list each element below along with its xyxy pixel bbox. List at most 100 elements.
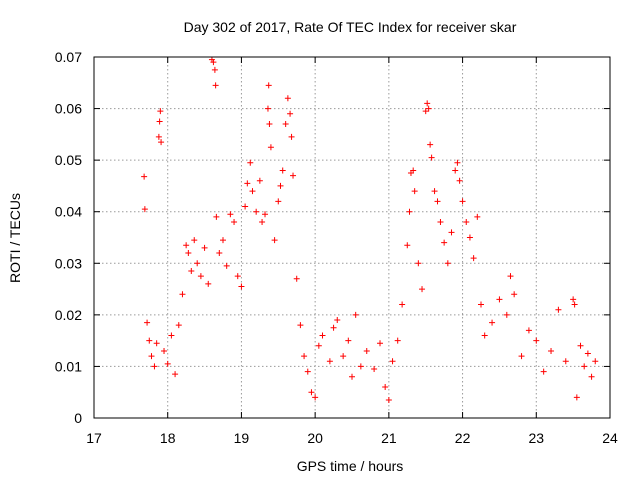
data-point xyxy=(157,108,164,115)
data-point xyxy=(213,213,220,220)
data-point xyxy=(399,301,406,308)
data-point xyxy=(562,358,569,365)
data-point xyxy=(188,268,195,275)
data-points xyxy=(141,56,599,403)
data-point xyxy=(340,353,347,360)
data-point xyxy=(415,260,422,267)
data-point xyxy=(330,324,337,331)
data-point xyxy=(584,350,591,357)
data-point xyxy=(404,242,411,249)
x-tick-labels: 17 18 19 20 21 22 23 24 xyxy=(86,430,618,446)
data-point xyxy=(345,337,352,344)
y-tick-label: 0.04 xyxy=(55,204,82,220)
data-point xyxy=(153,340,160,347)
data-point xyxy=(191,237,198,244)
data-point xyxy=(290,172,297,179)
data-point xyxy=(172,371,179,378)
data-point xyxy=(185,249,192,256)
y-tick-labels: 0 0.01 0.02 0.03 0.04 0.05 0.06 0.07 xyxy=(55,49,82,426)
data-point xyxy=(301,353,308,360)
data-point xyxy=(183,242,190,249)
data-point xyxy=(588,373,595,380)
data-point xyxy=(489,319,496,326)
data-point xyxy=(540,368,547,375)
data-point xyxy=(155,133,162,140)
data-point xyxy=(210,59,217,66)
data-point xyxy=(437,219,444,226)
data-point xyxy=(253,208,260,215)
data-point xyxy=(394,337,401,344)
x-tick-label: 22 xyxy=(455,430,471,446)
data-point xyxy=(256,177,263,184)
data-point xyxy=(271,237,278,244)
data-point xyxy=(371,366,378,373)
data-point xyxy=(425,105,432,112)
y-tick-label: 0.01 xyxy=(55,358,82,374)
data-point xyxy=(293,275,300,282)
data-point xyxy=(533,337,540,344)
data-point xyxy=(466,234,473,241)
data-point xyxy=(424,100,431,107)
data-point xyxy=(382,384,389,391)
y-tick-label: 0 xyxy=(74,410,82,426)
data-point xyxy=(448,229,455,236)
y-tick-label: 0.05 xyxy=(55,152,82,168)
data-point xyxy=(175,322,182,329)
data-point xyxy=(208,56,215,63)
data-point xyxy=(352,311,359,318)
data-point xyxy=(231,219,238,226)
data-point xyxy=(434,198,441,205)
data-point xyxy=(264,105,271,112)
data-point xyxy=(247,159,254,166)
data-point xyxy=(141,173,148,180)
x-tick-label: 20 xyxy=(307,430,323,446)
data-point xyxy=(234,273,241,280)
x-axis-label: GPS time / hours xyxy=(297,458,404,474)
data-point xyxy=(570,296,577,303)
x-tick-label: 17 xyxy=(86,430,102,446)
data-point xyxy=(444,260,451,267)
data-point xyxy=(441,239,448,246)
data-point xyxy=(212,82,219,89)
x-tick-label: 21 xyxy=(381,430,397,446)
data-point xyxy=(315,342,322,349)
data-point xyxy=(431,188,438,195)
axis-ticks xyxy=(93,56,611,419)
data-point xyxy=(548,347,555,354)
data-point xyxy=(284,95,291,102)
data-point xyxy=(385,396,392,403)
x-tick-label: 18 xyxy=(160,430,176,446)
data-point xyxy=(168,332,175,339)
data-point xyxy=(454,159,461,166)
data-point xyxy=(427,141,434,148)
data-point xyxy=(308,389,315,396)
data-point xyxy=(279,167,286,174)
data-point xyxy=(555,306,562,313)
data-point xyxy=(481,332,488,339)
data-point xyxy=(422,108,429,115)
data-point xyxy=(201,244,208,251)
data-point xyxy=(262,211,269,218)
x-tick-label: 19 xyxy=(234,430,250,446)
data-point xyxy=(377,340,384,347)
data-point xyxy=(197,273,204,280)
data-point xyxy=(452,167,459,174)
data-point xyxy=(146,337,153,344)
data-point xyxy=(478,301,484,308)
data-point xyxy=(266,121,273,128)
data-point xyxy=(326,358,333,365)
data-point xyxy=(456,177,463,184)
data-point xyxy=(216,249,223,256)
data-point xyxy=(156,118,163,125)
data-point xyxy=(267,144,274,151)
data-point xyxy=(244,180,251,187)
data-point xyxy=(238,283,245,290)
data-point xyxy=(194,260,201,267)
data-point xyxy=(158,139,165,146)
x-gridlines xyxy=(167,57,537,418)
data-point xyxy=(227,211,234,218)
data-point xyxy=(363,347,370,354)
data-point xyxy=(304,368,311,375)
data-point xyxy=(220,237,226,244)
data-point xyxy=(411,188,418,195)
